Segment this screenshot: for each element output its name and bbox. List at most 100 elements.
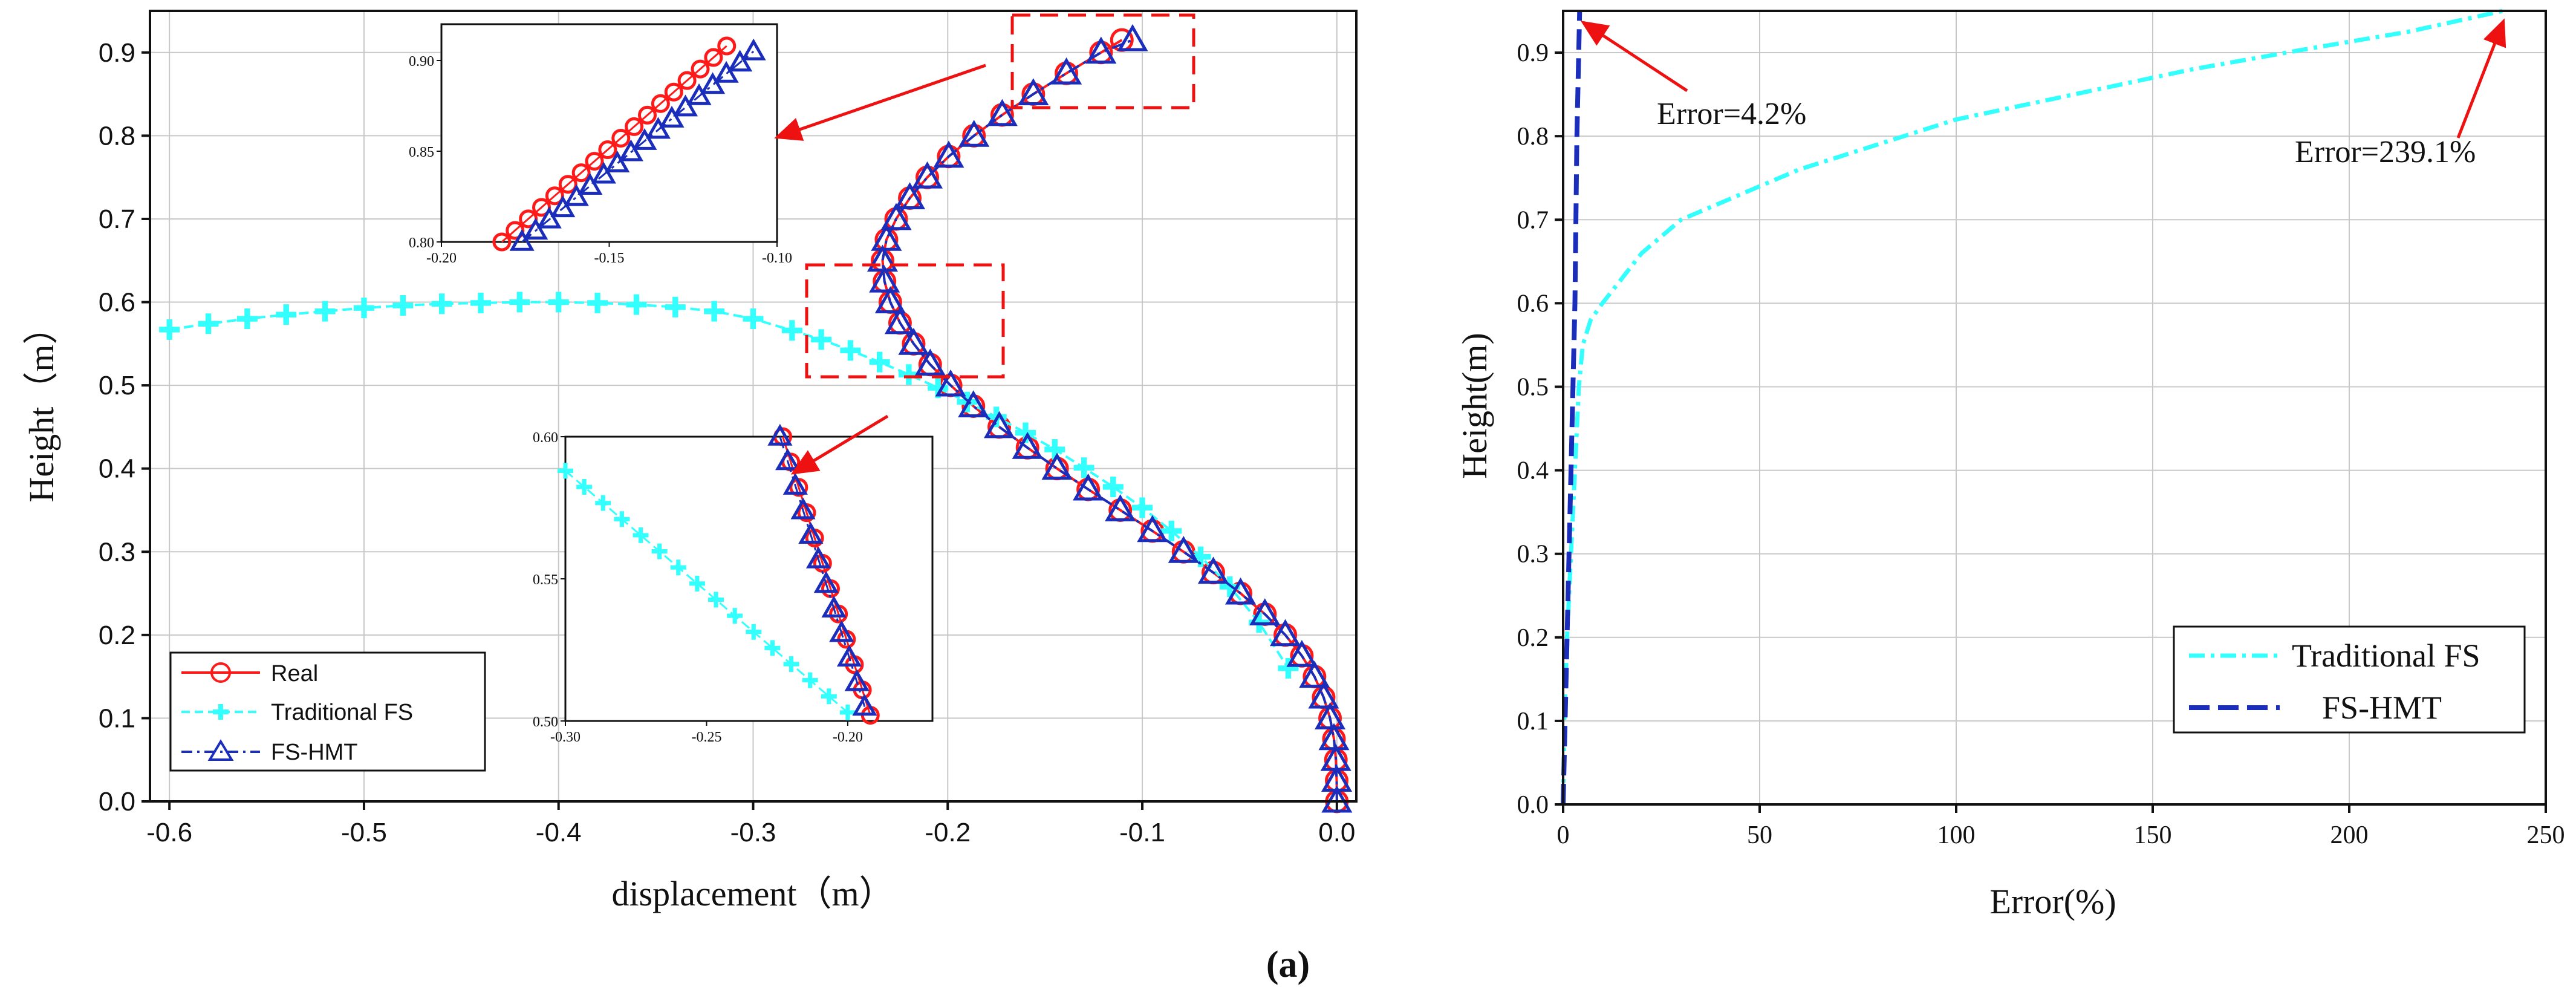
right-x-tick-label: 200 (2330, 821, 2369, 849)
inset-series-fshmt-point (536, 206, 562, 229)
right-x-tick-label: 0 (1557, 821, 1570, 849)
legend-real-marker (210, 662, 231, 683)
left-series-fshmt-point (1249, 598, 1281, 625)
inset-frame (440, 23, 778, 243)
left-series-traditional-line (169, 301, 1290, 669)
left-series-traditional-point (781, 320, 802, 341)
inset-series-fshmt-point (829, 620, 854, 642)
right-legend: Traditional FS FS-HMT (2173, 625, 2526, 734)
left-series-traditional-point (198, 313, 219, 334)
inset-series-fshmt-point (700, 72, 726, 94)
inset-series-traditional-point (839, 704, 856, 720)
inset-series-fshmt-point (659, 105, 685, 128)
right-x-tick-label: 100 (1937, 821, 1976, 849)
inset-series-traditional-point (651, 543, 668, 559)
left-series-fshmt-point (1308, 681, 1339, 709)
left-y-tick-label: 0.4 (99, 454, 135, 484)
left-series-fshmt-point (1318, 723, 1350, 751)
left-series-traditional-point (840, 340, 861, 361)
inset-series-fshmt-point (618, 139, 643, 161)
left-series-fshmt-point (1197, 556, 1229, 584)
inset-series-fshmt-point (550, 195, 576, 218)
inset-x-tick-label: -0.10 (762, 250, 792, 266)
left-series-traditional-point (1161, 520, 1182, 541)
left-series-fshmt-point (1320, 743, 1351, 771)
inset-series-real-point (677, 71, 697, 90)
right-x-tick-label: 250 (2527, 821, 2565, 849)
inset-series-fshmt-point (844, 669, 870, 691)
inset-series-traditional-point (746, 624, 762, 640)
inset-series-traditional-point (802, 672, 818, 688)
inset-series-traditional-line (565, 470, 848, 714)
right-series-layer (1561, 8, 2503, 805)
inset-frame (564, 435, 934, 722)
left-y-axis-label: Height（m） (22, 310, 61, 503)
right-y-tick-label: 0.2 (1517, 624, 1549, 652)
inset-middle: -0.30 -0.25 -0.20 0.50 0.55 0.60 (533, 423, 934, 745)
legend-right-fshmt-label: FS-HMT (2322, 690, 2442, 726)
right-legend-box (2173, 625, 2526, 734)
left-series-fshmt-point (1299, 660, 1330, 688)
inset-series-traditional-point (633, 527, 649, 543)
inset-y-tick-label: 0.90 (409, 54, 434, 70)
inset-series-fshmt-point (509, 229, 535, 251)
annotation-arrow-fshmt (1580, 21, 1688, 93)
inset-series-traditional-point (595, 495, 611, 511)
right-series-fshmt-line (1561, 10, 1582, 805)
left-series-fshmt-point (1168, 535, 1199, 563)
left-series-traditional-point (811, 329, 832, 350)
inset-series-real-point (611, 128, 631, 148)
left-series-fshmt-point (1315, 702, 1346, 729)
inset-series-fshmt-point (591, 161, 616, 184)
right-x-tick-label: 150 (2134, 821, 2172, 849)
left-series-fshmt-point (911, 161, 943, 189)
left-series-fshmt-point (1137, 515, 1168, 543)
zoom-arrow-top (774, 64, 986, 141)
left-series-traditional-point (587, 292, 608, 313)
right-chart: 0 50 100 150 200 250 0.0 0.1 0.2 0.3 0.4 0.5 0.6 0.7 0… (1455, 8, 2565, 921)
left-y-tick-label: 0.5 (99, 371, 135, 400)
left-series-traditional-point (1102, 476, 1124, 497)
legend-right-traditional-label: Traditional FS (2292, 637, 2480, 674)
left-y-tick-label: 0.1 (99, 703, 135, 733)
left-x-tick-label: -0.3 (730, 818, 776, 847)
left-series-fshmt-point (1018, 78, 1049, 106)
figure-caption: (a) (1266, 944, 1310, 985)
inset-series-fshmt-point (805, 546, 831, 569)
left-x-tick-label: -0.6 (146, 818, 192, 847)
inset-series-fshmt-point (686, 83, 712, 105)
left-series-traditional-point (704, 301, 725, 322)
left-series-fshmt-line (881, 39, 1338, 802)
inset-series-fshmt-point (714, 60, 739, 83)
legend-real-label: Real (271, 661, 318, 686)
right-y-tick-label: 0.5 (1517, 373, 1549, 401)
annotation-fshmt-error: Error=4.2% (1657, 97, 1806, 131)
left-y-tick-label: 0.8 (99, 121, 135, 151)
left-series-traditional-point (159, 319, 180, 340)
inset-series-fshmt-point (523, 218, 548, 240)
left-series-fshmt-point (894, 182, 926, 209)
left-y-tick-label: 0.6 (99, 288, 135, 318)
inset-series-real-point (585, 152, 604, 171)
zoom-arrow-middle (790, 414, 889, 475)
left-x-axis-label: displacement（m） (611, 874, 894, 913)
inset-series-fshmt-point (767, 423, 793, 446)
left-series-traditional-point (626, 294, 647, 315)
inset-series-real-point (691, 59, 710, 79)
legend-traditional-label: Traditional FS (271, 700, 413, 725)
left-series-fshmt-point (871, 224, 902, 251)
right-y-tick-label: 0.1 (1517, 708, 1549, 735)
left-series-traditional-point (869, 351, 890, 373)
left-legend: Real Traditional FS FS-HMT (169, 651, 486, 772)
left-x-tick-label: -0.5 (341, 818, 387, 847)
left-series-traditional-point (1132, 497, 1153, 518)
inset-series-fshmt-point (577, 173, 603, 195)
right-y-axis-label: Height(m) (1455, 333, 1494, 479)
left-series-fshmt-point (867, 244, 899, 272)
inset-x-tick-label: -0.20 (833, 729, 863, 745)
left-series-fshmt-point (898, 328, 929, 355)
inset-series-real-point (492, 232, 512, 252)
right-y-tick-label: 0.4 (1517, 457, 1549, 485)
inset-series-real-point (558, 175, 577, 194)
inset-y-tick-label: 0.85 (409, 145, 434, 160)
